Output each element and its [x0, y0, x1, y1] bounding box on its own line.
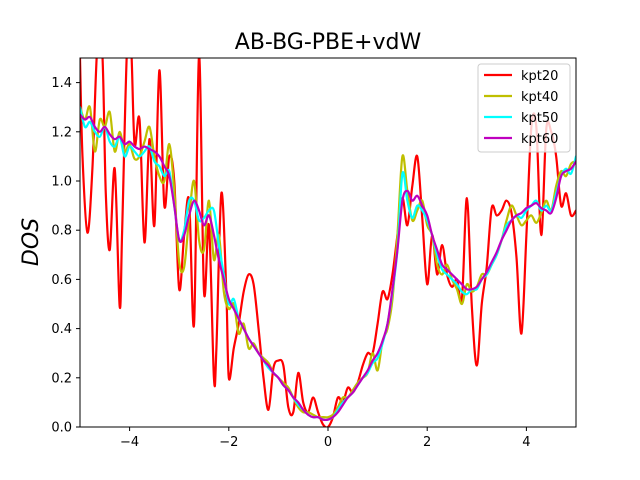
series-line-kpt20 [80, 58, 576, 427]
legend-label-kpt40: kpt40 [521, 90, 558, 105]
legend-label-kpt50: kpt50 [521, 111, 558, 126]
y-axis-label: DOS [19, 218, 44, 266]
y-tick-label: 0.8 [51, 224, 72, 239]
x-tick-label: 2 [423, 435, 431, 450]
x-tick-label: 4 [522, 435, 530, 450]
y-tick-label: 0.0 [51, 421, 72, 436]
y-tick-label: 0.4 [51, 322, 72, 337]
series-layer [80, 58, 576, 427]
x-ticks: −4 −2 0 2 4 [120, 427, 531, 450]
legend-label-kpt20: kpt20 [521, 69, 558, 84]
y-tick-label: 1.0 [51, 175, 72, 190]
series-line-kpt60 [80, 113, 576, 422]
chart-title: AB-BG-PBE+vdW [235, 30, 422, 55]
legend-box [477, 63, 571, 153]
x-tick-label: 0 [324, 435, 332, 450]
legend-label-kpt60: kpt60 [521, 132, 558, 147]
y-ticks: 0.0 0.2 0.4 0.6 0.8 1.0 1.2 1.4 [51, 76, 80, 436]
x-tick-label: −2 [219, 435, 238, 450]
y-tick-label: 0.2 [51, 371, 72, 386]
x-tick-label: −4 [120, 435, 139, 450]
y-tick-label: 1.2 [51, 125, 72, 140]
plot-frame [79, 57, 577, 428]
y-tick-label: 0.6 [51, 273, 72, 288]
y-tick-label: 1.4 [51, 76, 72, 91]
legend: kpt20 kpt40 kpt50 kpt60 [477, 63, 571, 153]
